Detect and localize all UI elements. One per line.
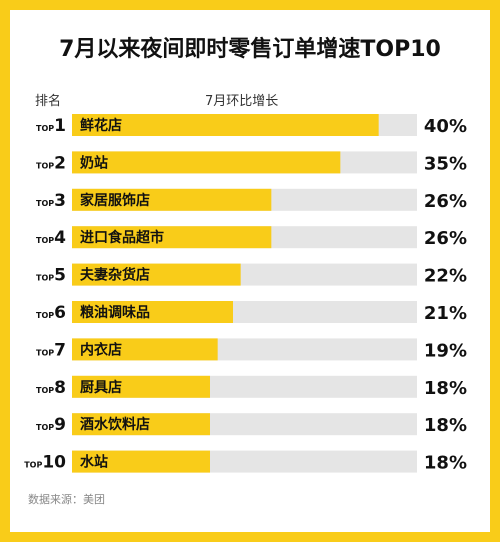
rank-number: 1 (54, 116, 66, 136)
value-label: 19% (424, 340, 467, 361)
rank-number: 5 (54, 266, 66, 286)
rank-prefix: TOP (36, 311, 54, 320)
rank-label: TOP3 (36, 191, 66, 211)
rank-prefix: TOP (36, 236, 54, 245)
rank-prefix: TOP (36, 124, 54, 133)
rank-label: TOP10 (24, 453, 66, 473)
value-label: 21% (424, 303, 467, 324)
category-label: 家居服饰店 (80, 192, 150, 209)
rank-prefix: TOP (36, 423, 54, 432)
category-label: 内衣店 (80, 341, 122, 358)
rank-number: 3 (54, 191, 66, 211)
rank-column-header: 排名 (35, 94, 62, 109)
bar (72, 226, 272, 249)
rank-label: TOP8 (36, 378, 66, 398)
rank-label: TOP9 (36, 415, 66, 435)
data-source-note: 数据来源：美团 (28, 493, 105, 506)
bar (72, 263, 241, 286)
bar (72, 450, 210, 473)
bar (72, 413, 210, 436)
category-label: 进口食品超市 (80, 229, 164, 246)
value-label: 22% (424, 266, 467, 287)
rank-number: 6 (54, 303, 66, 323)
bar (72, 188, 272, 211)
rank-number: 4 (54, 228, 66, 248)
rank-number: 8 (54, 378, 66, 398)
rank-label: TOP6 (36, 303, 66, 323)
bar (72, 301, 233, 323)
rank-prefix: TOP (36, 348, 54, 357)
category-label: 夫妻杂货店 (80, 267, 150, 284)
category-label: 厨具店 (80, 379, 122, 396)
rank-number: 9 (54, 415, 66, 435)
value-label: 18% (424, 415, 467, 436)
bar (72, 338, 218, 361)
rank-prefix: TOP (36, 386, 54, 395)
value-label: 40% (424, 116, 467, 137)
rank-prefix: TOP (36, 161, 54, 170)
bar (72, 151, 341, 174)
rank-number: 10 (42, 453, 66, 473)
rank-label: TOP2 (36, 153, 66, 173)
bar (72, 375, 210, 398)
rank-label: TOP5 (36, 266, 66, 286)
rank-prefix: TOP (36, 274, 54, 283)
category-label: 水站 (80, 454, 108, 471)
value-label: 18% (424, 378, 467, 399)
rank-number: 7 (54, 340, 66, 360)
value-label: 18% (424, 453, 467, 474)
value-label: 35% (424, 153, 467, 174)
value-label: 26% (424, 228, 467, 249)
value-label: 26% (424, 191, 467, 212)
rank-label: TOP7 (36, 340, 66, 360)
category-label: 奶站 (80, 154, 108, 171)
bar (72, 114, 379, 136)
rank-prefix: TOP (36, 199, 54, 208)
category-label: 鲜花店 (80, 117, 122, 134)
rank-label: TOP1 (36, 116, 66, 136)
growth-column-header: 7月环比增长 (205, 94, 279, 109)
rank-prefix: TOP (24, 461, 42, 470)
category-label: 酒水饮料店 (80, 416, 150, 433)
chart-title: 7月以来夜间即时零售订单增速TOP10 (59, 37, 441, 62)
category-label: 粮油调味品 (80, 304, 150, 321)
rank-label: TOP4 (36, 228, 66, 248)
rank-number: 2 (54, 153, 66, 173)
